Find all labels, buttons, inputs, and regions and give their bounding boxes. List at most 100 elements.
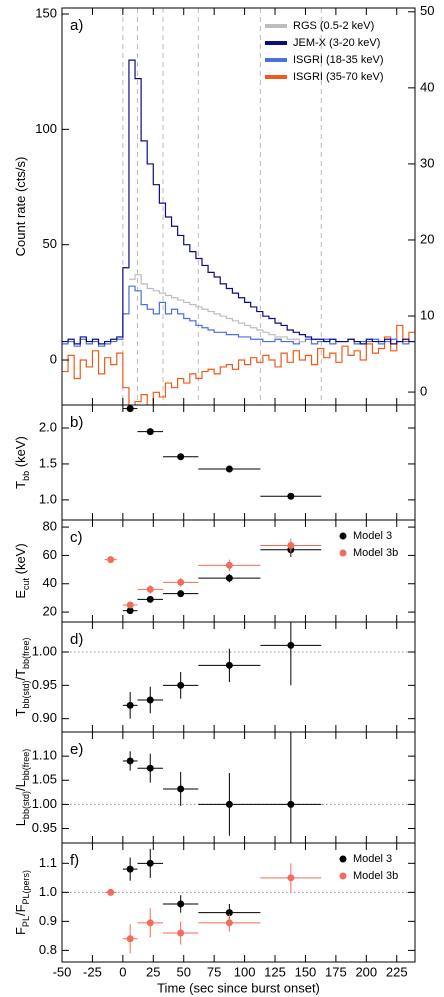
data-point xyxy=(177,453,185,461)
panel-label: f) xyxy=(70,852,79,869)
data-point xyxy=(177,785,185,793)
panel-label: b) xyxy=(70,414,83,431)
y-axis-label: Count rate (cts/s) xyxy=(13,157,28,257)
y-axis-label-part: PL xyxy=(21,916,31,927)
data-point xyxy=(107,888,115,896)
panel-label: a) xyxy=(70,17,83,34)
y2-tick-label: 0 xyxy=(420,384,427,399)
data-point xyxy=(287,874,295,882)
x-tick-label: -50 xyxy=(53,964,72,979)
legend-label: Model 3b xyxy=(353,547,398,559)
x-tick-label: 175 xyxy=(325,964,347,979)
y2-tick-label: 10 xyxy=(420,307,434,322)
legend-label: Model 3 xyxy=(353,530,392,542)
data-point xyxy=(126,865,134,873)
y-tick-label: 40 xyxy=(43,575,57,590)
data-point xyxy=(177,590,185,598)
y-axis-label-part: bb(std) xyxy=(21,791,31,819)
y-axis-label: Tbb (keV) xyxy=(13,436,31,489)
y-axis-label-part: /T xyxy=(13,669,28,681)
y-axis-label-part: bb(std) xyxy=(21,681,31,709)
y-axis-label: FPL/FPL(pers) xyxy=(13,870,31,935)
plot-area xyxy=(62,8,415,405)
legend-label: ISGRI (35-70 keV) xyxy=(293,71,383,83)
legend-marker xyxy=(339,855,347,863)
y-axis-label: Tbb(std)/Tbb(free) xyxy=(13,637,31,716)
plot-area xyxy=(62,622,415,719)
data-point xyxy=(225,574,233,582)
panel-label: c) xyxy=(70,529,83,546)
data-point xyxy=(225,465,233,473)
y-tick-label: 0.90 xyxy=(32,710,57,725)
y-tick-label: 1.10 xyxy=(32,748,57,763)
data-point xyxy=(287,542,295,549)
y-tick-label: 1.00 xyxy=(32,796,57,811)
data-point xyxy=(225,919,233,927)
y-axis-label: Lbb(std)/Lbb(free) xyxy=(13,749,31,827)
panel: 1.0 1.5 2.0 b) Tbb (keV) xyxy=(13,404,416,521)
data-point xyxy=(146,919,154,927)
panel-frame xyxy=(61,621,416,733)
legend-label: Model 3b xyxy=(353,870,398,882)
y-axis-label-part: bb xyxy=(21,471,31,481)
y-tick-label: 50 xyxy=(43,236,57,251)
data-point xyxy=(177,681,185,689)
x-tick-label: 50 xyxy=(176,964,190,979)
y-tick-label: 60 xyxy=(43,547,57,562)
plot-area xyxy=(62,732,415,843)
y-axis-label-part: /F xyxy=(13,904,28,916)
x-tick-label: -25 xyxy=(83,964,102,979)
y-tick-label: 0 xyxy=(50,351,57,366)
y-axis-label-part: cut xyxy=(21,578,31,591)
y-axis-label-part: bb(free) xyxy=(21,637,31,669)
data-point xyxy=(177,578,185,586)
plot-area xyxy=(122,405,322,500)
x-tick-label: 200 xyxy=(355,964,377,979)
plot-area xyxy=(104,538,322,615)
data-point xyxy=(126,935,134,943)
y2-tick-label: 20 xyxy=(420,231,434,246)
y2-tick-label: 50 xyxy=(420,3,434,18)
data-point xyxy=(146,696,154,704)
y-axis-label-part: Count rate (cts/s) xyxy=(13,157,28,257)
data-point xyxy=(225,661,233,669)
y-tick-label: 0.9 xyxy=(39,913,57,928)
legend-marker xyxy=(339,532,347,540)
x-tick-label: 125 xyxy=(264,964,286,979)
panel: 0.90 0.95 1.00 d) Tbb(std)/Tbb(free) xyxy=(13,621,416,733)
panel-label: d) xyxy=(70,631,83,648)
y-tick-label: 0.95 xyxy=(32,677,57,692)
y-tick-label: 1.1 xyxy=(39,855,57,870)
y-tick-label: 0.95 xyxy=(32,820,57,835)
y-tick-label: 100 xyxy=(35,121,57,136)
panel-frame xyxy=(61,731,416,844)
y-tick-label: 80 xyxy=(43,519,57,534)
legend-marker xyxy=(339,549,347,557)
data-point xyxy=(146,428,154,436)
y-axis-label-part: bb(free) xyxy=(21,749,31,781)
data-point xyxy=(126,405,134,413)
y-tick-label: 1.00 xyxy=(32,643,57,658)
y-axis-label-part: (keV) xyxy=(13,543,28,578)
data-point xyxy=(287,641,295,649)
data-point xyxy=(126,601,134,609)
y2-tick-label: 40 xyxy=(420,79,434,94)
y-tick-label: 2.0 xyxy=(39,419,57,434)
panel: 0.8 0.9 1.0 1.1 -50 -25 0 25 50 75 100 125 150 175 200… xyxy=(13,842,416,995)
panel-label: e) xyxy=(70,741,83,758)
data-point xyxy=(107,556,115,564)
data-point xyxy=(225,561,233,569)
y-axis-label-part: F xyxy=(13,927,28,935)
data-point xyxy=(225,800,233,808)
y-axis-label-part: /L xyxy=(13,780,28,791)
y-axis-label-part: T xyxy=(13,709,28,717)
data-point xyxy=(146,859,154,867)
panel-frame xyxy=(61,842,416,963)
legend-label: ISGRI (18-35 keV) xyxy=(293,54,383,66)
y-tick-label: 1.0 xyxy=(39,491,57,506)
legend-marker xyxy=(339,872,347,880)
y2-tick-label: 30 xyxy=(420,155,434,170)
x-axis-label: Time (sec since burst onset) xyxy=(157,980,320,995)
y-axis-label-part: T xyxy=(13,481,28,489)
